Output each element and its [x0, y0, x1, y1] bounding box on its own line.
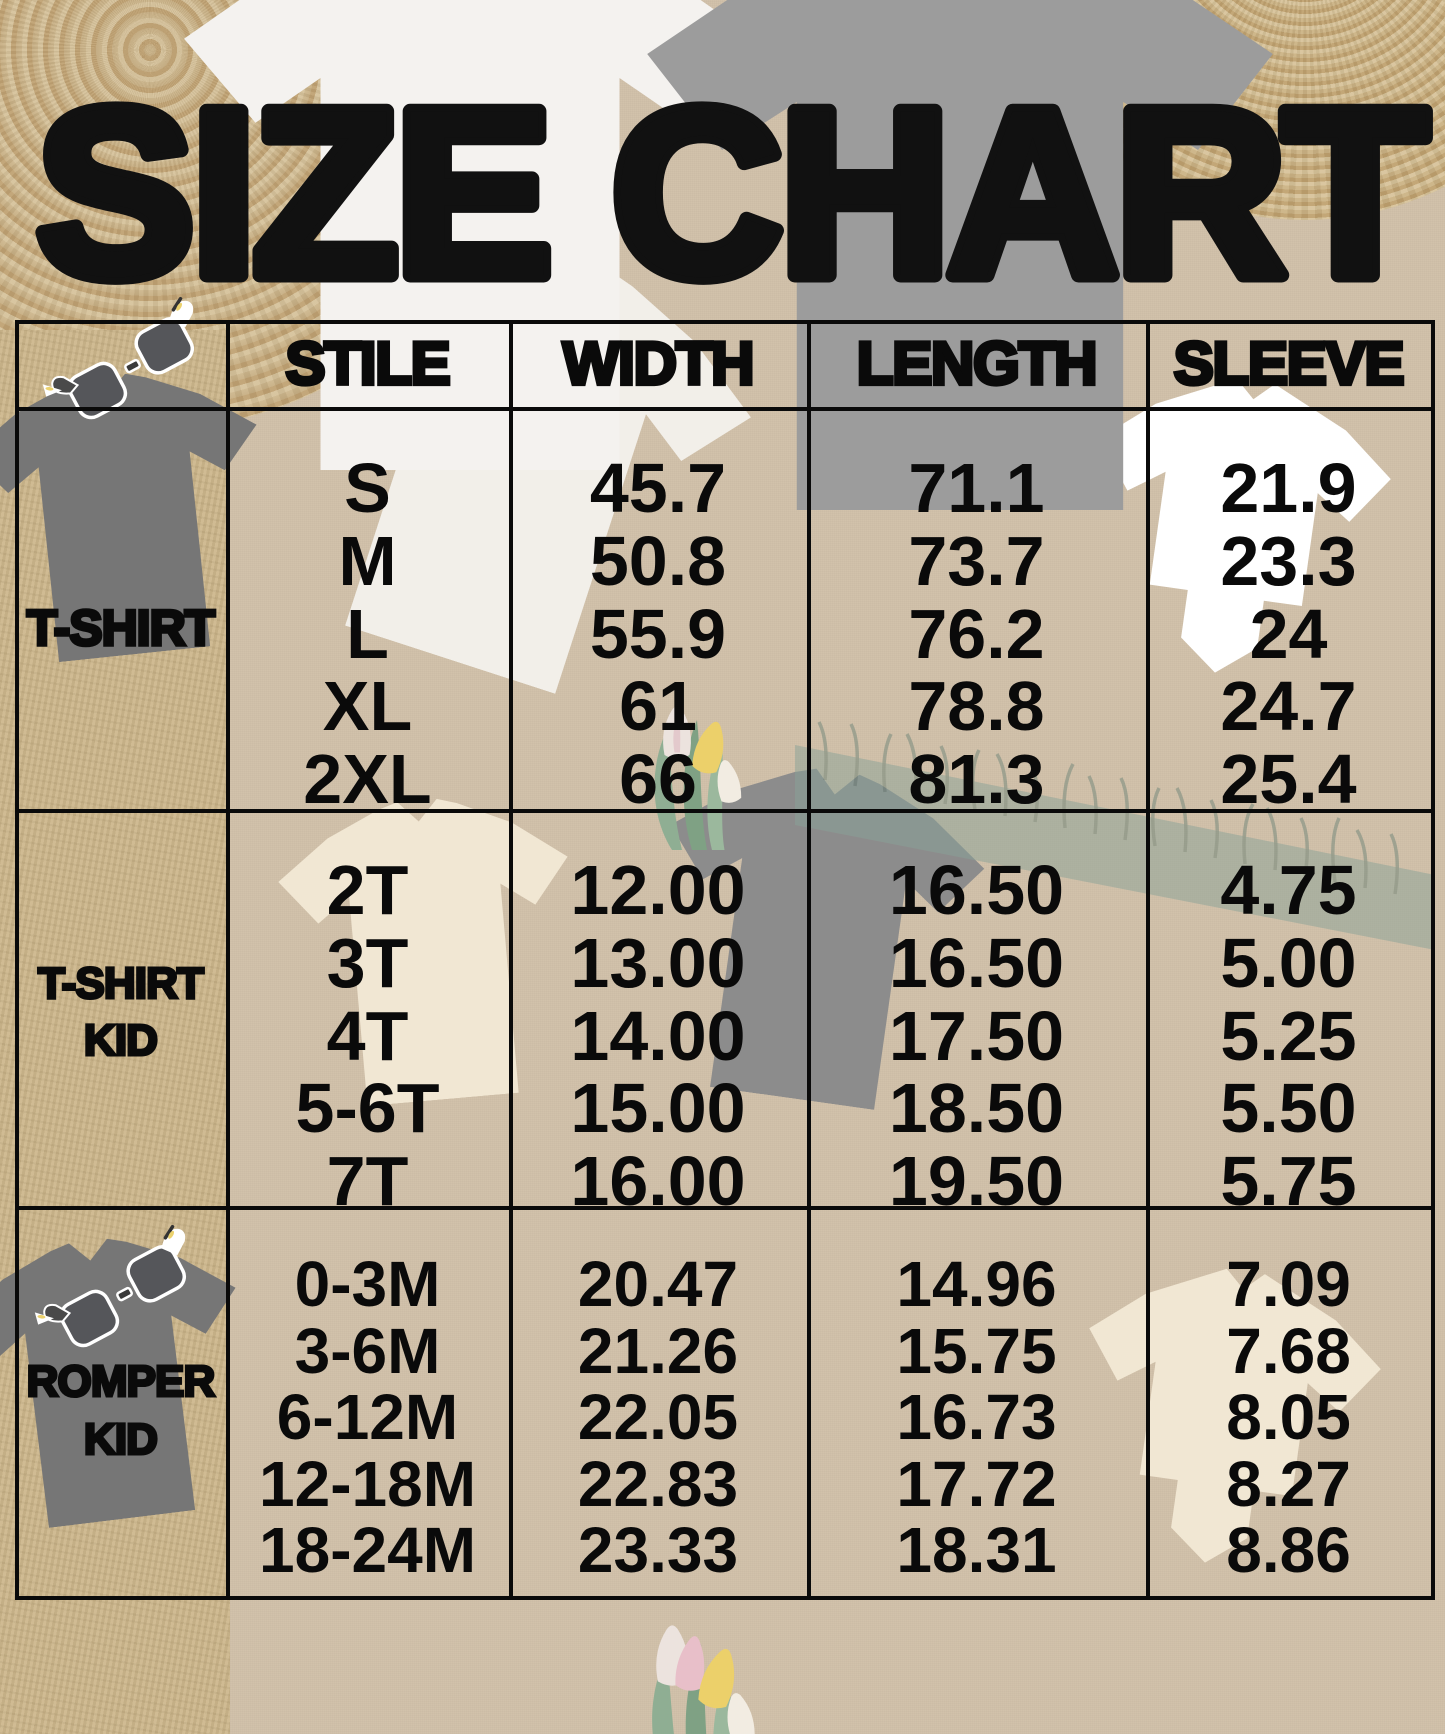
svg-text:SIZE CHART: SIZE CHART [36, 61, 1426, 315]
